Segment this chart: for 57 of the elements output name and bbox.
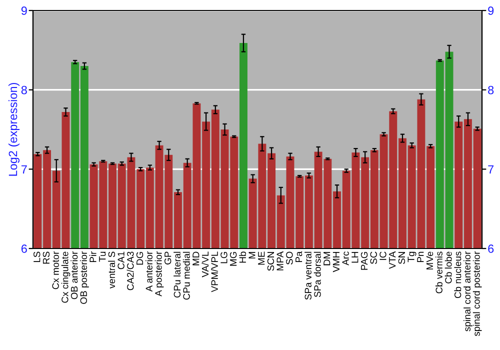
x-tick-label: GP — [164, 252, 172, 264]
y-axis-title: Log2 (expression) — [8, 82, 20, 176]
x-tick-label: M — [248, 252, 256, 258]
y-tick-label: 8 — [21, 86, 27, 94]
x-tick-label: Pn — [417, 252, 424, 262]
x-tick-label: LG — [220, 252, 228, 264]
x-tick-label: DM — [324, 252, 330, 266]
x-tick-label: A anterior — [146, 251, 152, 292]
y2-tick-label: 6 — [488, 244, 494, 253]
y-tick-label: 9 — [21, 6, 27, 15]
x-tick-label: SPa ventral — [304, 252, 312, 300]
x-tick-label: PAG — [360, 252, 368, 270]
x-tick-label: CPu lateral — [174, 252, 181, 298]
x-tick-label: Cx cingulate — [61, 252, 70, 303]
x-tick-label: ME — [258, 252, 265, 265]
x-tick-label: SPa dorsal — [314, 252, 321, 298]
x-tick-label: CPu medial — [182, 252, 190, 300]
x-tick-label: SCN — [267, 252, 274, 271]
x-tick-label: Pa — [296, 251, 302, 262]
x-tick-label: Cb vermis — [436, 252, 442, 294]
x-tick-label: Tg — [408, 252, 416, 262]
x-tick-label: spinal cord anterior — [464, 251, 472, 332]
x-tick-label: RS — [42, 252, 50, 264]
x-tick-label: SC — [370, 252, 377, 264]
x-tick-label: Pir — [89, 251, 96, 262]
x-tick-label: spinal cord posterior — [472, 251, 482, 336]
x-tick-label: Tu — [99, 252, 106, 262]
x-tick-label: CA1 — [118, 252, 124, 270]
x-tick-label: ventral S — [108, 252, 116, 289]
x-tick-label: OB posterior — [80, 251, 89, 304]
x-tick-label: LS — [34, 252, 40, 262]
x-tick-label: OB anterior — [70, 251, 78, 300]
x-tick-label: A posterior — [154, 251, 164, 296]
x-tick-label: MVe — [426, 252, 434, 270]
x-tick-label: Cb lobe — [444, 252, 452, 284]
x-tick-label: Cb nucleus — [454, 252, 462, 298]
x-tick-label: Arc — [342, 252, 349, 266]
x-tick-label: IC — [380, 252, 386, 260]
x-tick-label: VTA — [389, 251, 396, 269]
x-tick-label: SO — [286, 252, 293, 264]
x-tick-label: SN — [398, 252, 406, 264]
x-tick-label: LH — [352, 252, 358, 263]
x-tick-label: DG — [136, 252, 144, 265]
y2-tick-label: 9 — [488, 6, 494, 15]
x-tick-label: Cx motor — [52, 251, 59, 290]
y2-tick-label: 7 — [488, 165, 494, 174]
x-tick-label: VA/VL — [202, 252, 209, 278]
x-tick-label: VMH — [332, 252, 340, 272]
x-tick-label: MD — [192, 252, 200, 266]
x-tick-label: MG — [230, 252, 237, 266]
y2-tick-label: 8 — [488, 86, 494, 94]
y-tick-label: 6 — [21, 244, 27, 253]
y-tick-label: 7 — [21, 165, 27, 174]
x-tick-label: VPM/VPL — [211, 252, 218, 292]
x-tick-label: MPA — [276, 251, 284, 270]
x-tick-label: CA2/CA3 — [126, 252, 134, 290]
x-tick-label: Hb — [239, 252, 246, 263]
